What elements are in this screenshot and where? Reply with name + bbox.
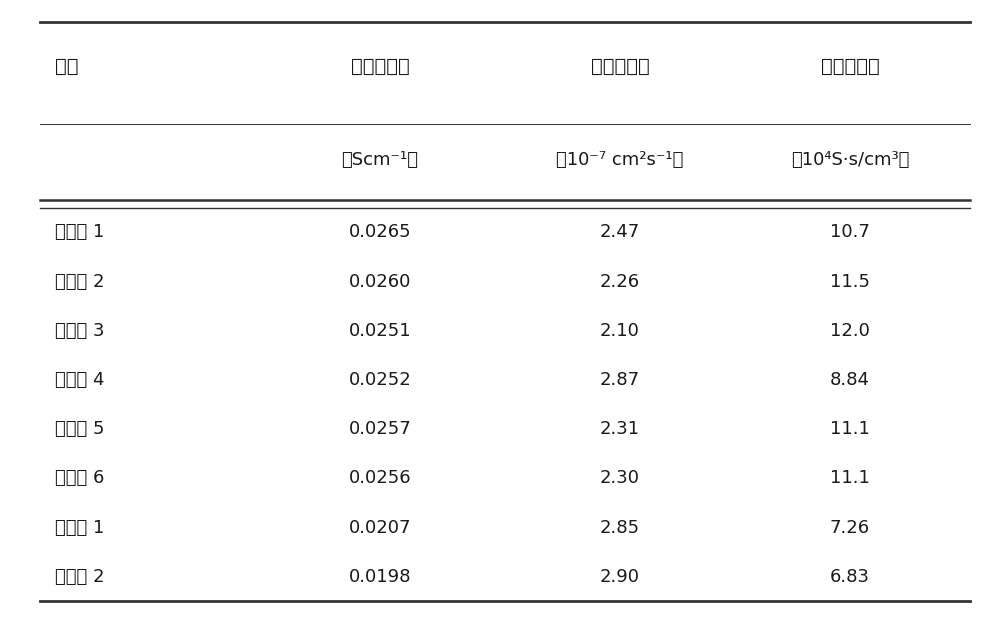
Text: 0.0265: 0.0265 bbox=[349, 223, 411, 241]
Text: 实施例 5: 实施例 5 bbox=[55, 420, 104, 438]
Text: 2.47: 2.47 bbox=[600, 223, 640, 241]
Text: 0.0256: 0.0256 bbox=[349, 469, 411, 487]
Text: 2.85: 2.85 bbox=[600, 518, 640, 536]
Text: 实施例 2: 实施例 2 bbox=[55, 273, 104, 291]
Text: （Scm⁻¹）: （Scm⁻¹） bbox=[342, 151, 418, 169]
Text: 实施例 6: 实施例 6 bbox=[55, 469, 104, 487]
Text: 甲醇渗透率: 甲醇渗透率 bbox=[591, 57, 649, 76]
Text: 实施例 1: 实施例 1 bbox=[55, 223, 104, 241]
Text: （10⁻⁷ cm²s⁻¹）: （10⁻⁷ cm²s⁻¹） bbox=[556, 151, 684, 169]
Text: 11.1: 11.1 bbox=[830, 420, 870, 438]
Text: 对比例 2: 对比例 2 bbox=[55, 568, 104, 586]
Text: 0.0260: 0.0260 bbox=[349, 273, 411, 291]
Text: 组别: 组别 bbox=[55, 57, 78, 76]
Text: 11.1: 11.1 bbox=[830, 469, 870, 487]
Text: 6.83: 6.83 bbox=[830, 568, 870, 586]
Text: 2.26: 2.26 bbox=[600, 273, 640, 291]
Text: 对比例 1: 对比例 1 bbox=[55, 518, 104, 536]
Text: 12.0: 12.0 bbox=[830, 322, 870, 340]
Text: 0.0198: 0.0198 bbox=[349, 568, 411, 586]
Text: 2.87: 2.87 bbox=[600, 371, 640, 389]
Text: 2.31: 2.31 bbox=[600, 420, 640, 438]
Text: （10⁴S·s/cm³）: （10⁴S·s/cm³） bbox=[791, 151, 909, 169]
Text: 0.0257: 0.0257 bbox=[349, 420, 411, 438]
Text: 质子电导率: 质子电导率 bbox=[351, 57, 409, 76]
Text: 0.0252: 0.0252 bbox=[349, 371, 411, 389]
Text: 2.30: 2.30 bbox=[600, 469, 640, 487]
Text: 7.26: 7.26 bbox=[830, 518, 870, 536]
Text: 相对选择性: 相对选择性 bbox=[821, 57, 879, 76]
Text: 0.0251: 0.0251 bbox=[349, 322, 411, 340]
Text: 实施例 4: 实施例 4 bbox=[55, 371, 104, 389]
Text: 2.10: 2.10 bbox=[600, 322, 640, 340]
Text: 2.90: 2.90 bbox=[600, 568, 640, 586]
Text: 10.7: 10.7 bbox=[830, 223, 870, 241]
Text: 11.5: 11.5 bbox=[830, 273, 870, 291]
Text: 8.84: 8.84 bbox=[830, 371, 870, 389]
Text: 实施例 3: 实施例 3 bbox=[55, 322, 104, 340]
Text: 0.0207: 0.0207 bbox=[349, 518, 411, 536]
